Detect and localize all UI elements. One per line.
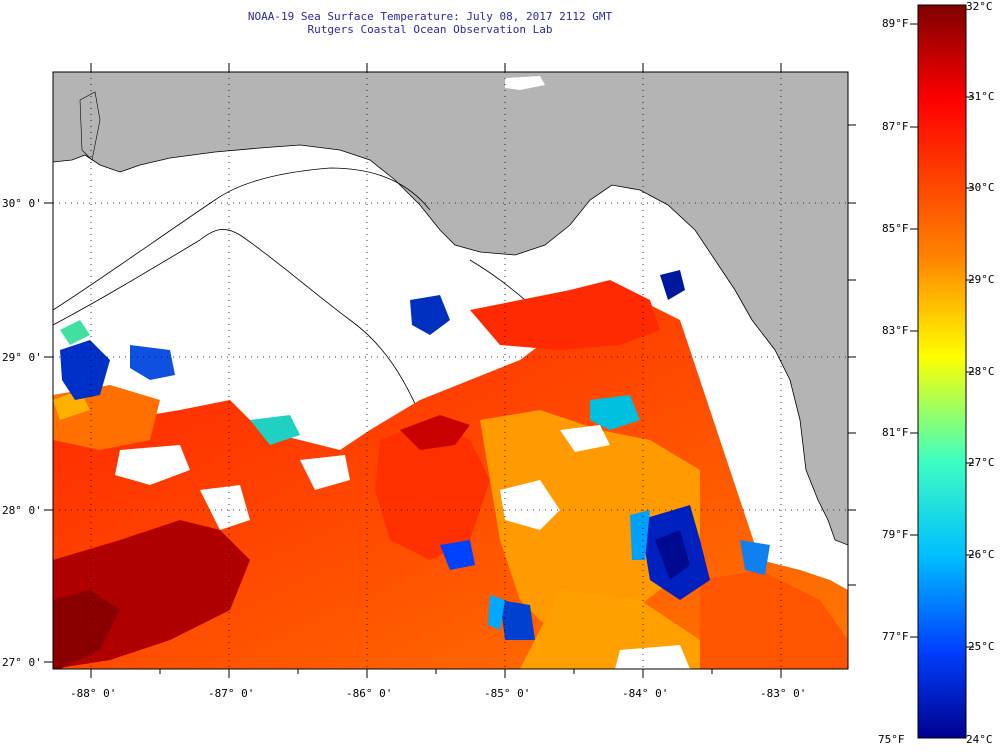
celsius-label: 32°C bbox=[966, 0, 993, 13]
lon-label: -86° 0' bbox=[346, 687, 392, 700]
lon-label: -85° 0' bbox=[484, 687, 530, 700]
graticule bbox=[53, 72, 848, 669]
fahrenheit-label: 83°F bbox=[882, 324, 909, 337]
celsius-label: 26°C bbox=[968, 548, 995, 561]
celsius-label: 29°C bbox=[968, 273, 995, 286]
plot-frame bbox=[52, 71, 849, 670]
celsius-label: 28°C bbox=[968, 365, 995, 378]
sst-data bbox=[53, 270, 848, 669]
fahrenheit-label: 79°F bbox=[882, 528, 909, 541]
lat-label: 28° 0' bbox=[2, 504, 42, 517]
colorbar bbox=[917, 4, 967, 739]
ticks bbox=[44, 63, 856, 678]
colorbar-ticks bbox=[910, 23, 974, 648]
lat-label: 30° 0' bbox=[2, 197, 42, 210]
fahrenheit-label: 77°F bbox=[882, 630, 909, 643]
celsius-label: 24°C bbox=[966, 733, 993, 746]
lat-label: 27° 0' bbox=[2, 656, 42, 669]
celsius-label: 30°C bbox=[968, 181, 995, 194]
map-title: NOAA-19 Sea Surface Temperature: July 08… bbox=[247, 10, 613, 23]
map-subtitle: Rutgers Coastal Ocean Observation Lab bbox=[307, 23, 553, 36]
land-mass bbox=[53, 72, 848, 546]
lon-label: -84° 0' bbox=[622, 687, 668, 700]
fahrenheit-label: 75°F bbox=[878, 733, 905, 746]
celsius-label: 31°C bbox=[968, 90, 995, 103]
celsius-label: 25°C bbox=[968, 640, 995, 653]
lon-label: -83° 0' bbox=[760, 687, 806, 700]
lon-label: -87° 0' bbox=[208, 687, 254, 700]
fahrenheit-label: 87°F bbox=[882, 120, 909, 133]
fahrenheit-label: 81°F bbox=[882, 426, 909, 439]
lat-label: 29° 0' bbox=[2, 351, 42, 364]
celsius-label: 27°C bbox=[968, 456, 995, 469]
fahrenheit-label: 85°F bbox=[882, 222, 909, 235]
lon-label: -88° 0' bbox=[70, 687, 116, 700]
fahrenheit-label: 89°F bbox=[882, 17, 909, 30]
